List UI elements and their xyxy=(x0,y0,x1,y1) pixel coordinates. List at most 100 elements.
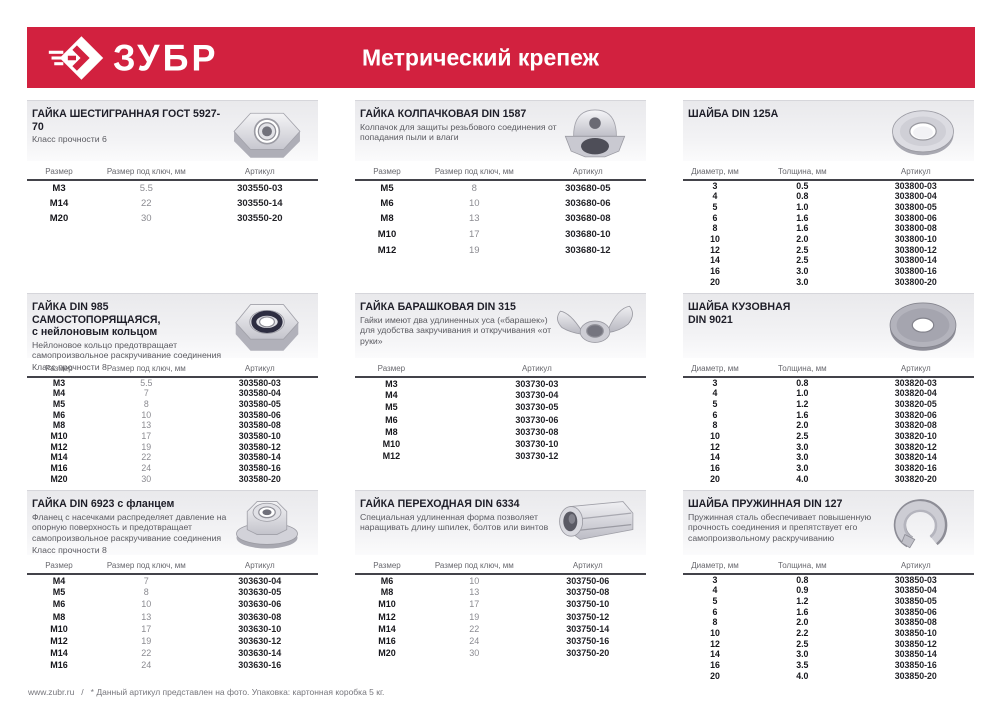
size-cell: M3 xyxy=(385,378,398,389)
column-header: Артикул xyxy=(857,557,974,575)
article-cell: 303850-05 xyxy=(894,596,937,607)
table-row: 4 0.9 303850-04 xyxy=(683,585,974,596)
size-cell: M16 xyxy=(50,463,68,474)
footer-separator: / xyxy=(81,687,84,697)
table-header-row: Диаметр, мм Толщина, мм Артикул xyxy=(683,360,974,378)
dimension-cell: 0.9 xyxy=(796,585,809,596)
article-cell: 303630-04 xyxy=(238,575,282,586)
footer-note: * Данный артикул представлен на фото. Уп… xyxy=(90,687,385,697)
column-header: Артикул xyxy=(529,163,646,181)
table-row: M5 8 303680-05 xyxy=(355,180,646,196)
article-cell: 303750-14 xyxy=(566,623,610,634)
size-cell: M3 xyxy=(52,182,66,194)
dimension-cell: 17 xyxy=(141,623,152,634)
page-title: Метрический крепеж xyxy=(362,44,599,70)
column-header: Артикул xyxy=(201,163,318,181)
size-cell: 4 xyxy=(712,585,718,596)
article-cell: 303730-06 xyxy=(515,414,559,425)
size-cell: M6 xyxy=(52,599,66,610)
column-header: Размер xyxy=(27,360,92,378)
section-header: ШАЙБА ПРУЖИННАЯ DIN 127 Пружинная сталь … xyxy=(683,490,974,555)
dimension-cell: 3.0 xyxy=(796,266,809,277)
table-header-row: Размер Размер под ключ, мм Артикул xyxy=(27,360,318,378)
size-cell: M6 xyxy=(52,409,66,420)
table-row: 5 1.2 303820-05 xyxy=(683,399,974,410)
article-cell: 303580-14 xyxy=(238,452,281,463)
dimension-cell: 8 xyxy=(143,399,149,410)
dimension-cell: 1.0 xyxy=(796,202,809,213)
dimension-cell: 24 xyxy=(141,463,152,474)
dimension-cell: 0.8 xyxy=(796,191,809,202)
flange-nut-photo xyxy=(220,493,314,553)
article-cell: 303820-14 xyxy=(894,452,937,463)
section-description: Класс прочности 6 xyxy=(32,134,107,144)
column-header: Диаметр, мм xyxy=(683,163,748,181)
dimension-cell: 2.0 xyxy=(796,617,809,628)
article-cell: 303730-05 xyxy=(515,402,559,413)
size-cell: M10 xyxy=(50,623,68,634)
table-row: M6 10 303680-06 xyxy=(355,196,646,212)
table-row: 8 1.6 303800-08 xyxy=(683,223,974,234)
column-header: Артикул xyxy=(427,360,646,378)
table-row: M12 19 303750-12 xyxy=(355,611,646,623)
size-cell: 12 xyxy=(710,244,720,255)
dimension-cell: 2.0 xyxy=(796,234,809,245)
size-cell: 4 xyxy=(712,388,718,399)
table-header-row: Размер Размер под ключ, мм Артикул xyxy=(355,557,646,575)
section-description-extra: Класс прочности 8 xyxy=(32,362,107,373)
dimension-cell: 1.6 xyxy=(796,409,809,420)
size-cell: M3 xyxy=(52,378,66,388)
section-title: ШАЙБА ПРУЖИННАЯ DIN 127 xyxy=(688,498,843,510)
article-cell: 303580-06 xyxy=(238,409,281,420)
zubr-arrow-icon xyxy=(48,35,104,80)
article-cell: 303580-08 xyxy=(238,420,281,431)
dimension-cell: 0.5 xyxy=(796,181,809,191)
table-row: 16 3.0 303800-16 xyxy=(683,266,974,277)
dimension-cell: 30 xyxy=(141,213,152,225)
article-cell: 303680-06 xyxy=(565,197,611,209)
column-header: Размер под ключ, мм xyxy=(419,557,530,575)
column-header: Диаметр, мм xyxy=(683,360,748,378)
dimension-cell: 22 xyxy=(141,452,152,463)
table-header-row: Размер Размер под ключ, мм Артикул xyxy=(27,163,318,181)
size-cell: M12 xyxy=(50,441,68,452)
table-row: M6 303730-06 xyxy=(355,414,646,426)
body-washer-photo xyxy=(876,296,970,356)
table-row: M5 8 303580-05 xyxy=(27,399,318,410)
article-cell: 303800-16 xyxy=(894,266,937,277)
table-row: M12 303730-12 xyxy=(355,450,646,462)
article-cell: 303550-14 xyxy=(237,197,283,209)
table-row: M4 7 303580-04 xyxy=(27,388,318,399)
size-table: Размер Размер под ключ, мм Артикул M3 5.5 30… xyxy=(27,360,318,484)
table-row: M3 5.5 303550-03 xyxy=(27,180,318,196)
article-cell: 303820-04 xyxy=(894,388,937,399)
table-row: 8 2.0 303820-08 xyxy=(683,420,974,431)
size-cell: 10 xyxy=(710,431,720,442)
header-band: ЗУБР Метрический крепеж xyxy=(27,27,975,88)
article-cell: 303550-20 xyxy=(237,213,283,225)
table-row: M4 7 303630-04 xyxy=(27,574,318,586)
article-cell: 303680-12 xyxy=(565,244,611,256)
column-header: Артикул xyxy=(529,557,646,575)
size-cell: 8 xyxy=(712,617,718,628)
dimension-cell: 3.5 xyxy=(796,660,809,671)
size-cell: 16 xyxy=(710,266,720,277)
dimension-cell: 17 xyxy=(141,431,152,442)
size-cell: M12 xyxy=(377,244,397,256)
size-table: Диаметр, мм Толщина, мм Артикул 3 0.5 303800… xyxy=(683,163,974,287)
product-section-washer-din-125a: ШАЙБА DIN 125А Диаметр, мм Толщина, мм Арт… xyxy=(683,100,974,293)
section-description: Нейлоновое кольцо предотвращает самопрои… xyxy=(32,339,222,361)
dimension-cell: 3.0 xyxy=(796,649,809,660)
size-cell: M6 xyxy=(380,197,394,209)
article-cell: 303800-14 xyxy=(894,255,937,266)
article-cell: 303630-12 xyxy=(238,636,282,647)
table-row: 3 0.8 303820-03 xyxy=(683,377,974,388)
dimension-cell: 22 xyxy=(141,648,152,659)
section-header: ГАЙКА ПЕРЕХОДНАЯ DIN 6334 Специальная уд… xyxy=(355,490,646,555)
table-row: M5 303730-05 xyxy=(355,401,646,413)
section-description: Колпачок для защиты резьбового соединени… xyxy=(360,121,557,143)
dimension-cell: 3.0 xyxy=(796,452,809,463)
dimension-cell: 19 xyxy=(141,636,152,647)
article-cell: 303850-10 xyxy=(894,628,937,639)
dimension-cell: 17 xyxy=(469,599,480,610)
